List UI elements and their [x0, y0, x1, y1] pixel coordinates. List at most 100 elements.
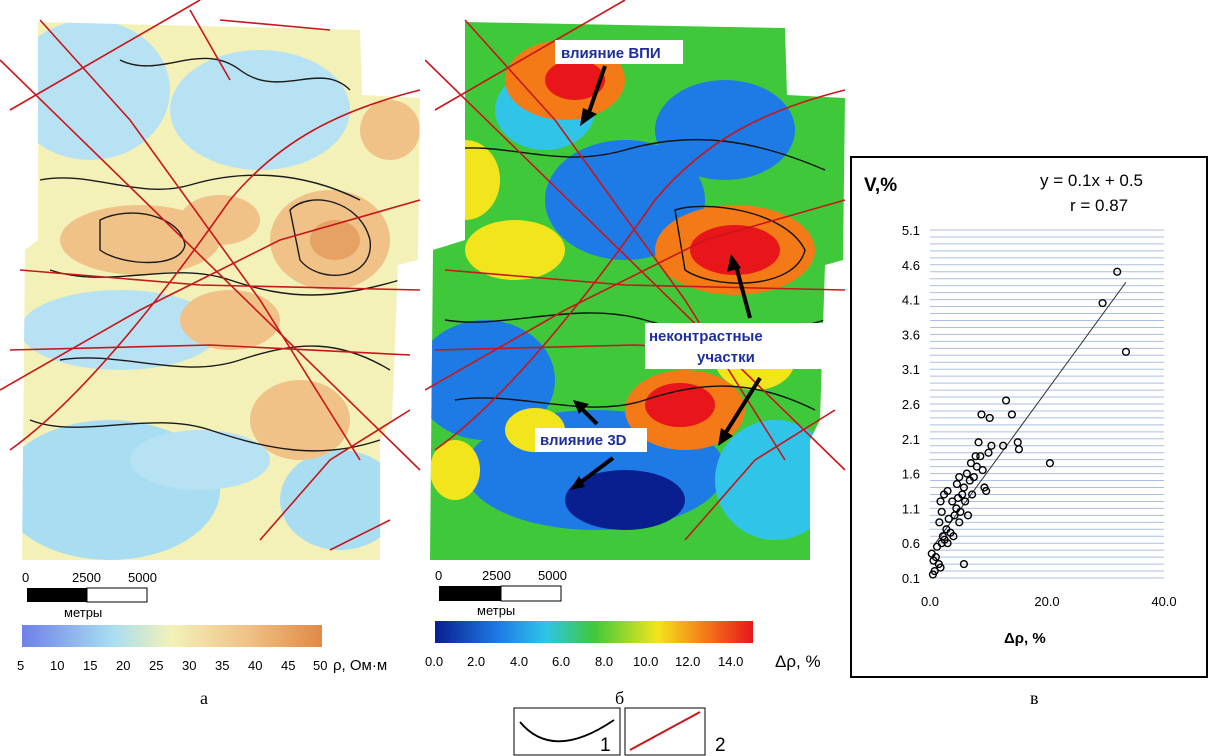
colorbar-b-tick: 10.0 [633, 654, 658, 669]
legend-item2-label: 2 [715, 735, 726, 756]
fault-lines-b [425, 0, 846, 541]
panel-letter-b: б [615, 688, 625, 708]
chart-data-point [971, 452, 980, 461]
delta-rho-map-panel: влияние ВПИ неконтрастные участки влияни… [425, 0, 846, 671]
chart-y-tick-label: 0.1 [902, 571, 920, 586]
scalebar-a-white [86, 587, 148, 603]
scalebar-a-label-0: 0 [22, 570, 29, 585]
colorbar-b-tick: 12.0 [675, 654, 700, 669]
colorbar-a-tick: 15 [83, 658, 97, 673]
callout-noncontrast-arrow-up [733, 261, 752, 319]
callout-noncontrast-arrow-down [721, 376, 762, 439]
chart-data-point [962, 469, 971, 478]
colorbar-b-tick: 4.0 [510, 654, 528, 669]
colorbar-b-tick: 0.0 [425, 654, 443, 669]
legend: 1 2 [513, 707, 726, 756]
chart-data-point [1007, 410, 1017, 419]
chart-xlabel: Δρ, % [1004, 630, 1046, 647]
chart-data-point [952, 479, 962, 489]
chart-data-point [1001, 396, 1011, 405]
chart-y-tick-label: 3.1 [902, 362, 920, 377]
chart-data-point [949, 532, 958, 541]
chart-equation: y = 0.1x + 0.5 [1040, 171, 1143, 190]
resistivity-map-field [22, 22, 420, 560]
chart-x-tick-label: 40.0 [1151, 594, 1176, 609]
chart-data-point [944, 514, 953, 523]
chart-data-point [974, 438, 983, 447]
callout-vpi-box [555, 40, 683, 64]
chart-data-point [985, 413, 994, 423]
chart-y-tick-label: 2.6 [902, 397, 920, 412]
colorbar-a-tick: 30 [182, 658, 196, 673]
scalebar-a-black [27, 588, 87, 602]
scalebar-b-unit: метры [477, 603, 515, 618]
colorbar-b-tick: 2.0 [467, 654, 485, 669]
colorbar-b-ticks: 0.0 2.0 4.0 6.0 8.0 10.0 12.0 14.0 [425, 654, 743, 669]
scatter-chart: V,% y = 0.1x + 0.5 r = 0.87 0.1 0.6 1.1 1.6… [864, 171, 1177, 647]
legend-fault-symbol [629, 711, 701, 751]
chart-data-point [1013, 438, 1022, 447]
resistivity-map-panel: 0 2500 5000 метры 5 10 15 20 25 30 35 40… [0, 0, 421, 674]
chart-data-point [972, 462, 981, 471]
chart-data-point [976, 452, 985, 461]
chart-x-ticks: 0.0 20.0 40.0 [921, 594, 1177, 609]
callout-3d-box [535, 428, 647, 452]
colorbar-a-ticks: 5 10 15 20 25 30 35 40 45 50 [17, 658, 327, 673]
chart-data-point [955, 472, 964, 482]
callout-vpi-arrowhead [580, 108, 597, 126]
colorbar-a-tick: 10 [50, 658, 64, 673]
colorbar-a [22, 625, 322, 647]
colorbar-b [435, 621, 753, 643]
chart-r-value: r = 0.87 [1070, 196, 1128, 215]
chart-data-point [968, 490, 977, 499]
chart-data-point [959, 483, 969, 492]
chart-data-point [935, 518, 944, 527]
colorbar-b-label: Δρ, % [775, 652, 821, 671]
chart-data-point [966, 459, 976, 468]
colorbar-a-tick: 35 [215, 658, 229, 673]
callout-noncontrast-line1: неконтрастные [649, 328, 763, 345]
chart-data-point [943, 539, 952, 548]
chart-y-tick-label: 1.1 [902, 501, 920, 516]
chart-data-point [987, 441, 996, 450]
chart-y-tick-label: 3.6 [902, 327, 920, 342]
chart-y-tick-label: 0.6 [902, 536, 920, 551]
chart-gridlines [930, 229, 1164, 579]
chart-x-tick-label: 20.0 [1034, 594, 1059, 609]
chart-data-point [959, 559, 969, 569]
colorbar-b-tick: 8.0 [595, 654, 613, 669]
chart-data-point [960, 497, 970, 506]
chart-data-point [963, 511, 973, 520]
chart-data-point [978, 466, 987, 475]
chart-data-point [956, 507, 965, 516]
legend-item1-box [513, 707, 621, 756]
fault-lines-a [0, 0, 421, 551]
delta-rho-map-field [430, 22, 845, 560]
colorbar-a-tick: 50 [313, 658, 327, 673]
scalebar-b-white [500, 585, 562, 602]
chart-data-point [932, 542, 942, 551]
chart-y-tick-label: 2.1 [902, 432, 920, 447]
colorbar-b-tick: 6.0 [552, 654, 570, 669]
scalebar-a-label-2500: 2500 [72, 570, 101, 585]
scalebar-b-black [439, 586, 501, 601]
chart-y-tick-label: 5.1 [902, 223, 920, 238]
callout-vpi: влияние ВПИ [561, 45, 661, 62]
callout-3d-arrowhead-down [570, 476, 585, 490]
chart-data-point [955, 518, 964, 527]
panel-letter-c: в [1030, 688, 1039, 708]
chart-y-tick-label: 1.6 [902, 467, 920, 482]
chart-data-point [969, 472, 978, 482]
callout-3d: влияние 3D [540, 432, 627, 449]
chart-data-point [931, 553, 940, 562]
scalebar-a-unit: метры [64, 605, 102, 620]
chart-data-point [930, 566, 939, 576]
chart-data-point [977, 410, 986, 419]
chart-data-point [982, 486, 991, 496]
colorbar-b-tick: 14.0 [718, 654, 743, 669]
chart-data-point [1113, 267, 1122, 276]
legend-contour-symbol [519, 719, 615, 743]
callout-noncontrast-box [645, 323, 841, 369]
chart-data-point [1045, 459, 1055, 468]
callout-noncontrast-arrowhead-up [727, 254, 741, 272]
